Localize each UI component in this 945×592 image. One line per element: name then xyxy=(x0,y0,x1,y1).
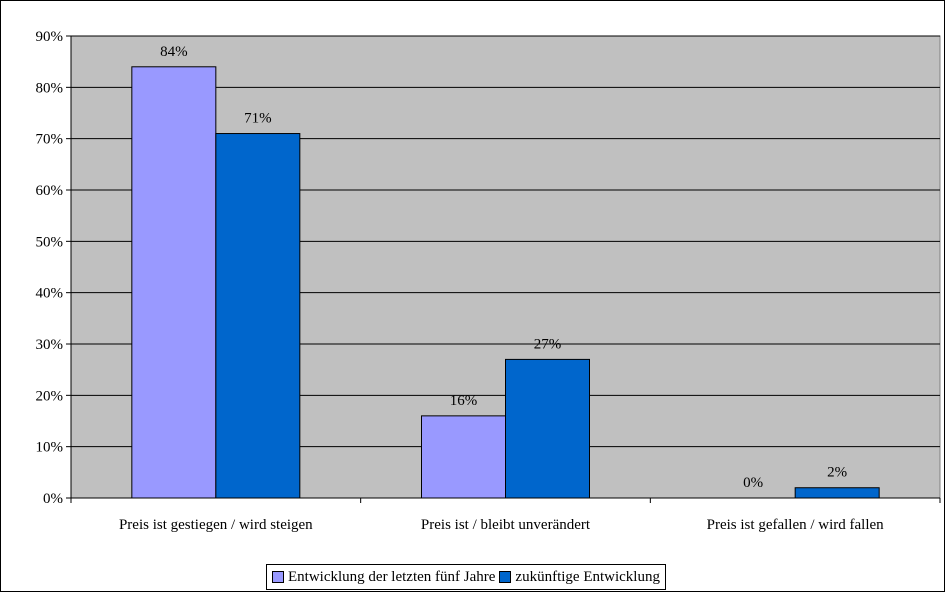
y-tick-label: 0% xyxy=(43,491,63,507)
y-tick-label: 60% xyxy=(36,183,64,199)
bar-future xyxy=(505,358,590,499)
data-label: 2% xyxy=(827,465,847,481)
bar-past xyxy=(131,66,217,499)
y-tick-label: 10% xyxy=(36,440,64,456)
y-tick-label: 20% xyxy=(36,388,64,404)
y-tick-label: 70% xyxy=(36,132,64,148)
y-tick-label: 80% xyxy=(36,80,64,96)
category-label: Preis ist gestiegen / wird steigen xyxy=(119,517,313,533)
y-tick-label: 50% xyxy=(36,234,64,250)
category-label: Preis ist / bleibt unverändert xyxy=(421,517,591,533)
y-tick-label: 40% xyxy=(36,286,64,302)
legend-swatch-past xyxy=(272,571,284,583)
data-label: 0% xyxy=(743,475,763,491)
bar-future xyxy=(794,487,880,499)
data-label: 27% xyxy=(534,336,562,352)
bar-chart: 0% 10% 20% 30% 40% 50% 60% 70% 80% 90% 84% 71% Preis… xyxy=(36,29,941,533)
category-label: Preis ist gefallen / wird fallen xyxy=(707,517,885,533)
legend-label-future: zukünftige Entwicklung xyxy=(515,568,660,585)
legend-item-past: Entwicklung der letzten fünf Jahre xyxy=(272,569,495,586)
legend-swatch-future xyxy=(499,571,512,583)
bar-future xyxy=(215,133,301,499)
legend: Entwicklung der letzten fünf Jahre zukün… xyxy=(266,564,666,590)
legend-item-future: zukünftige Entwicklung xyxy=(499,569,660,586)
data-label: 16% xyxy=(450,393,478,409)
data-label: 84% xyxy=(160,44,188,60)
bar-past xyxy=(421,415,506,499)
data-label: 71% xyxy=(244,111,272,127)
legend-label-past: Entwicklung der letzten fünf Jahre xyxy=(288,568,496,585)
y-tick-label: 90% xyxy=(36,29,64,45)
y-tick-label: 30% xyxy=(36,337,64,353)
